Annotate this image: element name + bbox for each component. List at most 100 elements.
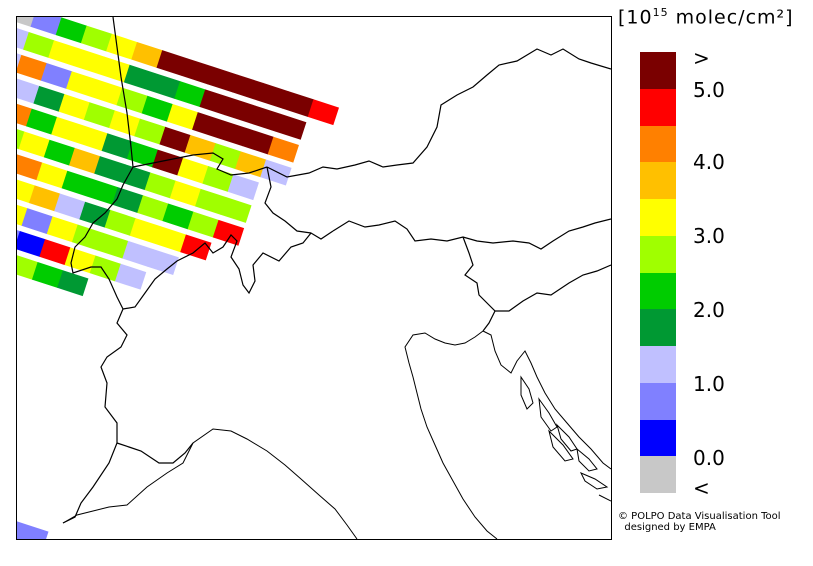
swath-pixel [122, 240, 154, 267]
swath-pixel [79, 201, 111, 228]
swath-pixel [206, 66, 239, 93]
swath-pixel [235, 151, 267, 178]
swath-pixel [104, 209, 136, 236]
swath-pixel [209, 143, 242, 170]
swath-pixel [275, 113, 307, 140]
swath-pixel [55, 17, 87, 44]
swath-pixel [181, 58, 214, 85]
legend-tick-label: 1.0 [693, 372, 725, 396]
legend-tick-label: 5.0 [693, 78, 725, 102]
color-scale-bar [640, 52, 676, 493]
swath-pixel [17, 77, 40, 104]
swath-pixel [217, 120, 249, 147]
swath-pixel [260, 159, 292, 186]
swath-pixel [232, 74, 264, 101]
swath-pixel [141, 95, 173, 122]
swath-pixel [86, 178, 119, 205]
swath-pixel [43, 139, 76, 166]
legend-swatch [640, 88, 676, 126]
swath-pixel [98, 56, 130, 83]
swath-pixel [134, 118, 166, 145]
swath-pixel [91, 79, 123, 106]
swath-pixel [83, 102, 116, 129]
legend-swatch [640, 162, 676, 199]
swath-pixel [184, 134, 216, 161]
coastlines [62, 330, 611, 539]
swath-pixel [23, 32, 55, 58]
legend-tick-label: < [693, 476, 710, 500]
country-borders [62, 17, 611, 524]
swath-pixel [28, 185, 61, 212]
swath-pixel [17, 154, 43, 181]
swath-pixel [17, 253, 39, 280]
swath-pixel [51, 116, 83, 143]
swath-pixel [109, 110, 141, 137]
swath-pixel [17, 230, 46, 257]
swath-pixel [195, 188, 227, 215]
legend-swatch [640, 52, 676, 89]
swath-pixel [267, 136, 299, 163]
swath-pixel [249, 105, 282, 132]
swath-pixel [46, 216, 79, 243]
swath-pixel [40, 63, 73, 89]
swath-pixel [282, 91, 314, 117]
swath-pixel [123, 64, 156, 91]
legend-swatch [640, 235, 676, 273]
swath-pixel [162, 203, 194, 230]
swath-pixel [66, 71, 98, 98]
swath-pixel [131, 41, 163, 68]
legend-tick-label: 2.0 [693, 298, 725, 322]
swath-pixel [89, 255, 122, 282]
swath-pixel [212, 219, 245, 246]
map-canvas[interactable] [17, 17, 611, 539]
swath-pixel [17, 54, 47, 81]
legend-swatch [640, 309, 676, 346]
swath-pixel [94, 156, 126, 182]
swath-pixel [80, 25, 113, 52]
swath-pixel [101, 133, 133, 160]
credit-text: © POLPO Data Visualisation Tool designed… [618, 511, 781, 533]
swath-pixel [57, 270, 89, 297]
swath-pixel [18, 131, 50, 158]
legend-tick-label: 3.0 [693, 224, 725, 248]
swath-pixel [61, 170, 93, 197]
swath-pixel [17, 23, 30, 50]
legend-swatch [640, 199, 676, 236]
legend-tick-label: 4.0 [693, 150, 725, 174]
legend-swatch [640, 456, 676, 493]
credit-line-2: designed by EMPA [624, 522, 716, 533]
swath-pixel [30, 17, 62, 36]
legend-swatch [640, 346, 676, 383]
legend-swatch [640, 419, 676, 457]
map-frame[interactable] [16, 16, 612, 540]
swath-pixel [149, 72, 181, 99]
swath-pixel [36, 162, 68, 189]
credit-line-1: © POLPO Data Visualisation Tool [618, 511, 781, 522]
swath-pixel [220, 197, 252, 223]
swath-pixel [69, 147, 101, 174]
swath-pixel [224, 97, 256, 124]
swath-pixel [114, 263, 147, 290]
legend-swatch [640, 382, 676, 420]
swath-pixel [159, 126, 191, 153]
swath-pixel [76, 125, 108, 151]
swath-pixel [147, 249, 179, 276]
swath-pixel [64, 247, 96, 274]
swath-pixel [126, 141, 159, 168]
swath-pixel [166, 103, 199, 130]
satellite-swath-pixels [17, 17, 340, 297]
swath-pixel [17, 17, 37, 27]
swath-pixel [227, 174, 259, 201]
swath-pixel [199, 89, 231, 116]
swath-pixel [17, 199, 28, 226]
swath-pixel [187, 211, 219, 238]
swath-pixel [242, 128, 274, 155]
swath-pixel [154, 226, 187, 253]
swath-pixel [192, 112, 224, 139]
swath-pixel [73, 48, 105, 75]
legend-title: [1015 molec/cm²] [618, 6, 794, 29]
legend-swatch [640, 272, 676, 310]
legend-tick-label: > [693, 46, 710, 70]
swath-pixel [54, 193, 86, 220]
swath-pixel [71, 224, 104, 251]
